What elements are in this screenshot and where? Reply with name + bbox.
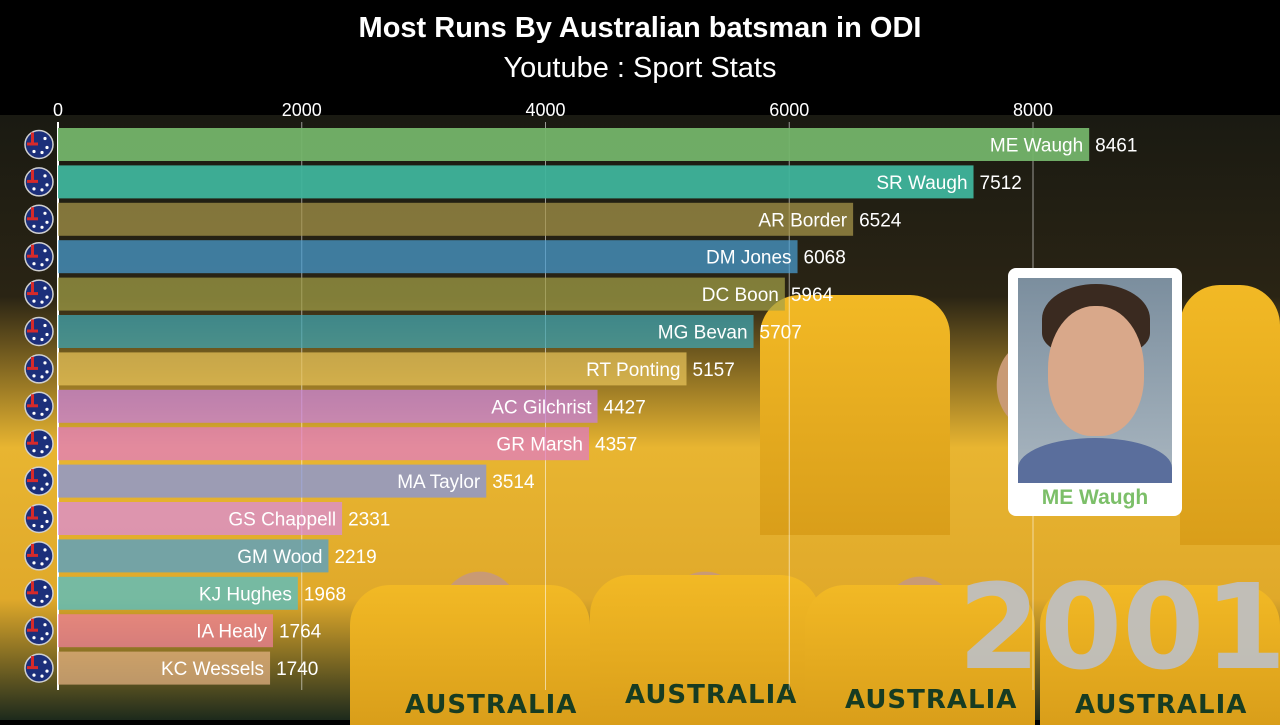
bar-name-label: GM Wood — [237, 547, 322, 568]
chart-subtitle: Youtube : Sport Stats — [503, 52, 777, 84]
australia-flag-icon — [24, 466, 54, 496]
bar-value-label: 1740 — [276, 659, 318, 680]
bar — [58, 389, 598, 423]
australia-flag-icon — [24, 316, 54, 347]
bar-name-label: KJ Hughes — [199, 584, 292, 605]
bar-value-label: 8461 — [1095, 136, 1137, 157]
bar — [58, 464, 487, 498]
year-label: 2001 — [958, 558, 1280, 696]
x-tick-label: 6000 — [769, 100, 809, 120]
australia-flag-icon — [24, 578, 54, 609]
bar-name-label: KC Wessels — [161, 659, 264, 680]
bar-name-label: DC Boon — [702, 285, 779, 306]
x-tick-label: 2000 — [282, 100, 322, 120]
australia-flag-icon — [24, 391, 54, 422]
x-tick-label: 0 — [53, 100, 63, 120]
australia-flag-icon — [24, 428, 54, 459]
bar-value-label: 6068 — [804, 248, 846, 269]
x-tick-label: 4000 — [525, 100, 565, 120]
bar-name-label: MG Bevan — [658, 323, 748, 344]
bar-value-label: 7512 — [980, 173, 1022, 194]
bar-name-label: GR Marsh — [496, 435, 583, 456]
bar — [58, 202, 854, 236]
bar — [58, 352, 687, 386]
bar — [58, 576, 298, 610]
featured-player-name: ME Waugh — [1041, 486, 1149, 509]
bar-value-label: 1968 — [304, 584, 346, 605]
bar-name-label: DM Jones — [706, 248, 792, 269]
bar-name-label: MA Taylor — [397, 472, 481, 493]
bar — [58, 539, 329, 573]
australia-flag-icon — [24, 167, 54, 197]
bar-name-label: RT Ponting — [586, 360, 680, 381]
bar-value-label: 5157 — [693, 360, 735, 381]
bar — [58, 315, 754, 348]
australia-flag-icon — [24, 241, 54, 272]
featured-player-card: ME Waugh — [1008, 268, 1182, 516]
bar-name-label: ME Waugh — [990, 136, 1083, 157]
australia-flag-icon — [24, 503, 54, 534]
bar-value-label: 1764 — [279, 622, 322, 643]
bar — [58, 240, 798, 274]
bar-name-label: GS Chappell — [228, 510, 336, 531]
bar-value-label: 4427 — [604, 397, 646, 418]
bar-value-label: 2219 — [334, 547, 376, 568]
bar-name-label: SR Waugh — [876, 173, 967, 194]
x-tick-label: 8000 — [1013, 100, 1053, 120]
chart-title: Most Runs By Australian batsman in ODI — [358, 12, 922, 44]
bar-value-label: 5707 — [760, 323, 802, 344]
bar — [58, 128, 1090, 161]
bar — [58, 165, 974, 199]
australia-flag-icon — [24, 615, 54, 646]
australia-flag-icon — [24, 653, 54, 683]
bar-name-label: IA Healy — [196, 622, 267, 643]
player-portrait — [1018, 278, 1172, 483]
bar — [58, 277, 785, 311]
bar-value-label: 4357 — [595, 435, 637, 456]
bar — [58, 502, 343, 535]
bar — [58, 427, 590, 461]
bar-name-label: AR Border — [758, 210, 847, 231]
bar-value-label: 6524 — [859, 210, 902, 231]
bar-value-label: 5964 — [791, 285, 834, 306]
bar-value-label: 2331 — [348, 510, 390, 531]
australia-flag-icon — [24, 279, 54, 309]
australia-flag-icon — [24, 204, 54, 235]
australia-flag-icon — [24, 541, 54, 571]
bar-value-label: 3514 — [492, 472, 535, 493]
australia-flag-icon — [24, 129, 54, 160]
australia-flag-icon — [24, 354, 54, 384]
bar — [58, 614, 273, 648]
bar-name-label: AC Gilchrist — [491, 397, 592, 418]
bar — [58, 651, 271, 685]
